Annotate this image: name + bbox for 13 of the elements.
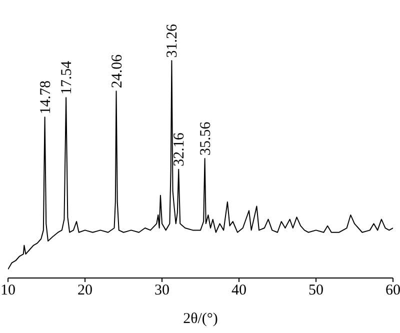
x-tick-label: 10 — [0, 282, 16, 299]
x-tick-label: 20 — [78, 282, 92, 299]
x-tick-label: 60 — [386, 282, 400, 299]
annotation: 35.56 — [198, 121, 214, 156]
annotation: 32.16 — [172, 132, 188, 166]
x-tick-label: 50 — [308, 282, 324, 299]
x-tick-label: 40 — [232, 282, 246, 299]
x-tick-label: 30 — [154, 282, 170, 299]
annotation: 31.26 — [164, 23, 181, 58]
annotation: 24.06 — [109, 54, 126, 88]
x-axis-title: 2θ/(°) — [183, 311, 218, 327]
annotation: 14.78 — [38, 80, 54, 114]
annotation: 17.54 — [59, 60, 76, 95]
